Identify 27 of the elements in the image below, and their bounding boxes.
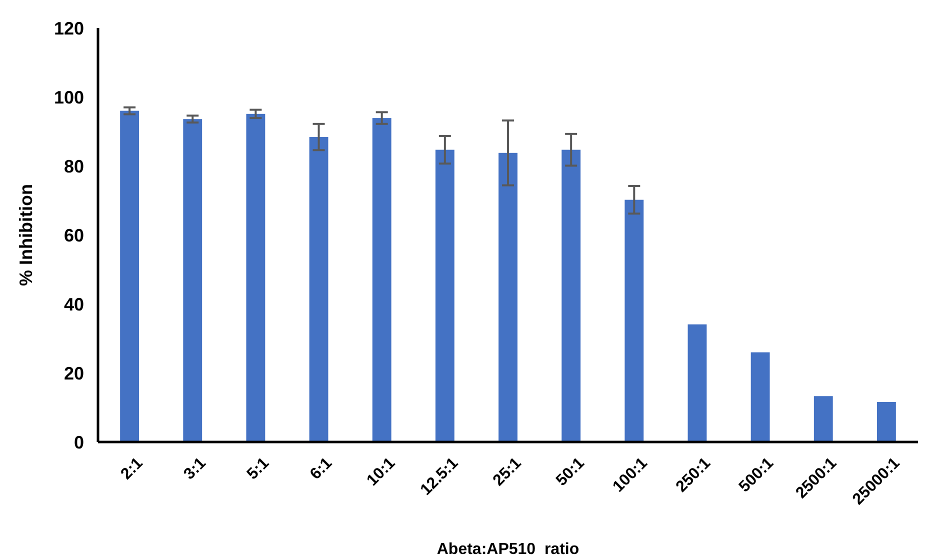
bar [624, 200, 644, 442]
y-tick-label: 0 [74, 432, 84, 452]
x-tick-label: 5:1 [244, 454, 273, 484]
bar [498, 152, 518, 442]
y-tick-label: 20 [64, 363, 84, 384]
bar [246, 114, 266, 442]
y-tick-label: 120 [54, 18, 84, 38]
bar [562, 150, 581, 442]
bar [183, 119, 202, 442]
bar [750, 352, 770, 442]
y-tick-label: 60 [64, 225, 84, 246]
x-tick-label: 3:1 [180, 454, 210, 484]
x-tick-label: 2:1 [118, 454, 146, 484]
y-tick-label: 40 [64, 294, 84, 314]
bar [688, 324, 707, 442]
x-tick-label: 6:1 [307, 454, 336, 484]
y-axis-title: % Inhibition [16, 184, 36, 286]
x-axis-title: Abeta:AP510 ratio [436, 541, 580, 558]
x-tick-label: 50:1 [553, 454, 588, 490]
bar [814, 396, 833, 442]
bar [372, 118, 392, 442]
y-tick-label: 80 [64, 156, 84, 176]
bar [877, 402, 896, 442]
bar [309, 137, 328, 442]
y-tick-label: 100 [54, 87, 84, 108]
bar [435, 150, 454, 442]
bar [120, 110, 139, 442]
